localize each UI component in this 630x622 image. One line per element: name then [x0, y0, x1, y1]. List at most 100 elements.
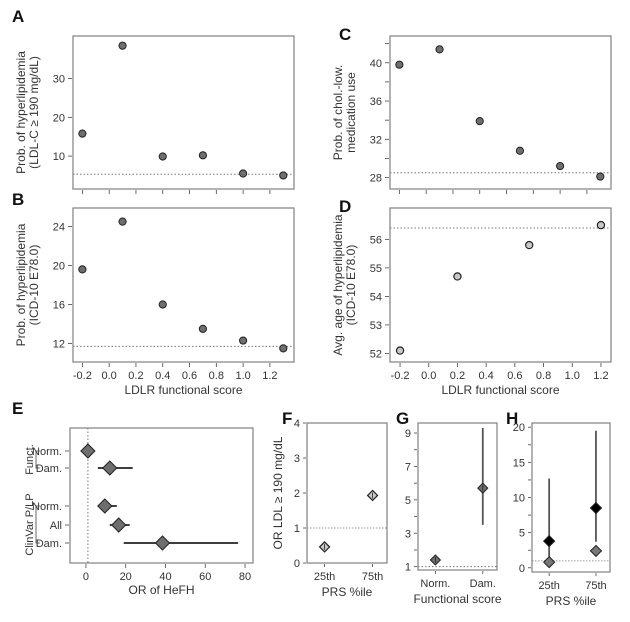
- x-axis-label: PRS %ile: [546, 594, 597, 608]
- y-tick-label: 40: [370, 58, 382, 70]
- y-tick-label: 53: [370, 320, 382, 332]
- y-tick-label: 20: [53, 261, 65, 273]
- y-tick-label: 55: [370, 263, 382, 275]
- data-point: [158, 300, 167, 309]
- data-point: [239, 169, 248, 178]
- panel-letter-d: D: [339, 197, 351, 216]
- y-tick-label: 0: [294, 558, 300, 570]
- odds-ratio-marker: [111, 517, 127, 533]
- data-point: [475, 117, 484, 126]
- odds-ratio-marker-grey: [542, 555, 556, 569]
- row-label: Norm.: [32, 501, 62, 513]
- y-tick-label: 2: [294, 488, 300, 500]
- data-point: [596, 220, 606, 230]
- x-tick-label: 0.4: [155, 370, 170, 382]
- group-label: Funct.: [24, 444, 36, 475]
- x-tick-label: 1.2: [262, 370, 277, 382]
- plot-frame: [389, 35, 612, 190]
- x-tick-label: 0.4: [479, 370, 494, 382]
- data-point: [395, 60, 404, 69]
- y-tick-label: 0: [519, 563, 525, 575]
- x-axis-label: PRS %ile: [322, 585, 373, 599]
- x-tick-label: 0.8: [536, 370, 551, 382]
- x-axis-label: LDLR functional score: [441, 383, 559, 397]
- plot-frame: [389, 207, 612, 363]
- x-axis-label: OR of HeFH: [128, 583, 194, 597]
- panel-f: F 0 1 2 3 4 25th 75th PRS %ile OR LDL ≥ 190 mg/dL: [271, 409, 388, 599]
- y-axis-label: (ICD-10 E78.0): [344, 245, 358, 326]
- y-tick-label: 7: [405, 461, 411, 473]
- data-point: [453, 272, 462, 281]
- data-point: [395, 346, 405, 355]
- y-axis-label: Avg. age of hyperlipidemia: [331, 214, 345, 356]
- x-tick-label: 40: [159, 571, 171, 583]
- plot-frame: [72, 35, 295, 190]
- plot-frame: [417, 422, 498, 571]
- x-tick-label: 0.2: [450, 370, 465, 382]
- data-point: [78, 129, 87, 138]
- x-tick-label: 75th: [585, 580, 606, 592]
- y-tick-label: 24: [53, 222, 65, 234]
- data-point: [435, 45, 444, 54]
- panel-e: E 0 20 40 60 80 OR of HeFH Norm. Dam. Norm. All Dam…: [12, 399, 254, 597]
- odds-ratio-marker: [102, 460, 118, 476]
- y-tick-label: 10: [53, 151, 65, 163]
- panel-letter-a: A: [12, 7, 24, 26]
- y-tick-label: 3: [405, 528, 411, 540]
- y-tick-label: 20: [53, 112, 65, 124]
- y-axis-label: (ICD-10 E78.0): [27, 245, 41, 326]
- x-tick-label: 0.0: [102, 370, 117, 382]
- panel-letter-b: B: [12, 190, 24, 209]
- y-tick-label: 3: [294, 453, 300, 465]
- y-tick-label: 1: [405, 562, 411, 574]
- x-tick-label: 1.0: [235, 370, 250, 382]
- y-tick-label: 30: [53, 74, 65, 86]
- panel-h: H 0 5 10 15 20 25th 75th PRS %ile: [506, 409, 611, 608]
- x-tick-label: 25th: [314, 571, 335, 583]
- plot-frame: [306, 422, 388, 564]
- x-tick-label: 0.8: [209, 370, 224, 382]
- x-tick-label: Dam.: [470, 578, 496, 590]
- y-tick-label: 1: [294, 523, 300, 535]
- x-tick-label: -0.2: [73, 370, 92, 382]
- group-bracket: [35, 505, 40, 544]
- data-point: [118, 217, 127, 226]
- x-axis-label: Functional score: [413, 592, 501, 606]
- y-tick-label: 10: [513, 493, 525, 505]
- x-tick-label: 20: [120, 571, 132, 583]
- row-label: Norm.: [32, 446, 62, 458]
- panel-c: C 28 32 36 40 Prob. of chol.-low. medication u…: [331, 25, 612, 194]
- plot-frame: [531, 422, 611, 573]
- x-tick-label: 0.6: [507, 370, 522, 382]
- panel-letter-g: G: [396, 409, 409, 428]
- y-tick-label: 5: [405, 495, 411, 507]
- data-point: [596, 172, 605, 181]
- data-point: [239, 336, 248, 345]
- odds-ratio-marker: [154, 535, 171, 551]
- x-tick-label: 1.0: [565, 370, 580, 382]
- odds-ratio-marker-black: [542, 534, 556, 548]
- y-tick-label: 12: [53, 338, 65, 350]
- data-point: [515, 146, 525, 155]
- y-axis-label: OR LDL ≥ 190 mg/dL: [271, 436, 285, 549]
- x-tick-label: 1.2: [593, 370, 608, 382]
- row-label: Dam.: [36, 538, 62, 550]
- x-tick-label: 60: [199, 571, 211, 583]
- row-label: Dam.: [36, 463, 62, 475]
- y-tick-label: 28: [370, 173, 382, 185]
- y-tick-label: 4: [294, 418, 300, 430]
- y-axis-label: Prob. of chol.-low.: [331, 65, 345, 160]
- y-tick-label: 9: [405, 428, 411, 440]
- plot-frame: [72, 207, 295, 363]
- x-tick-label: 0.2: [128, 370, 143, 382]
- odds-ratio-marker: [97, 498, 113, 514]
- x-tick-label: 0.6: [182, 370, 197, 382]
- panel-letter-h: H: [506, 409, 518, 428]
- y-tick-label: 36: [370, 96, 382, 108]
- x-tick-label: 25th: [538, 580, 559, 592]
- odds-ratio-marker: [80, 443, 96, 459]
- data-point: [198, 151, 208, 160]
- y-tick-label: 5: [519, 528, 525, 540]
- group-bracket: [35, 450, 40, 469]
- data-point: [118, 41, 127, 50]
